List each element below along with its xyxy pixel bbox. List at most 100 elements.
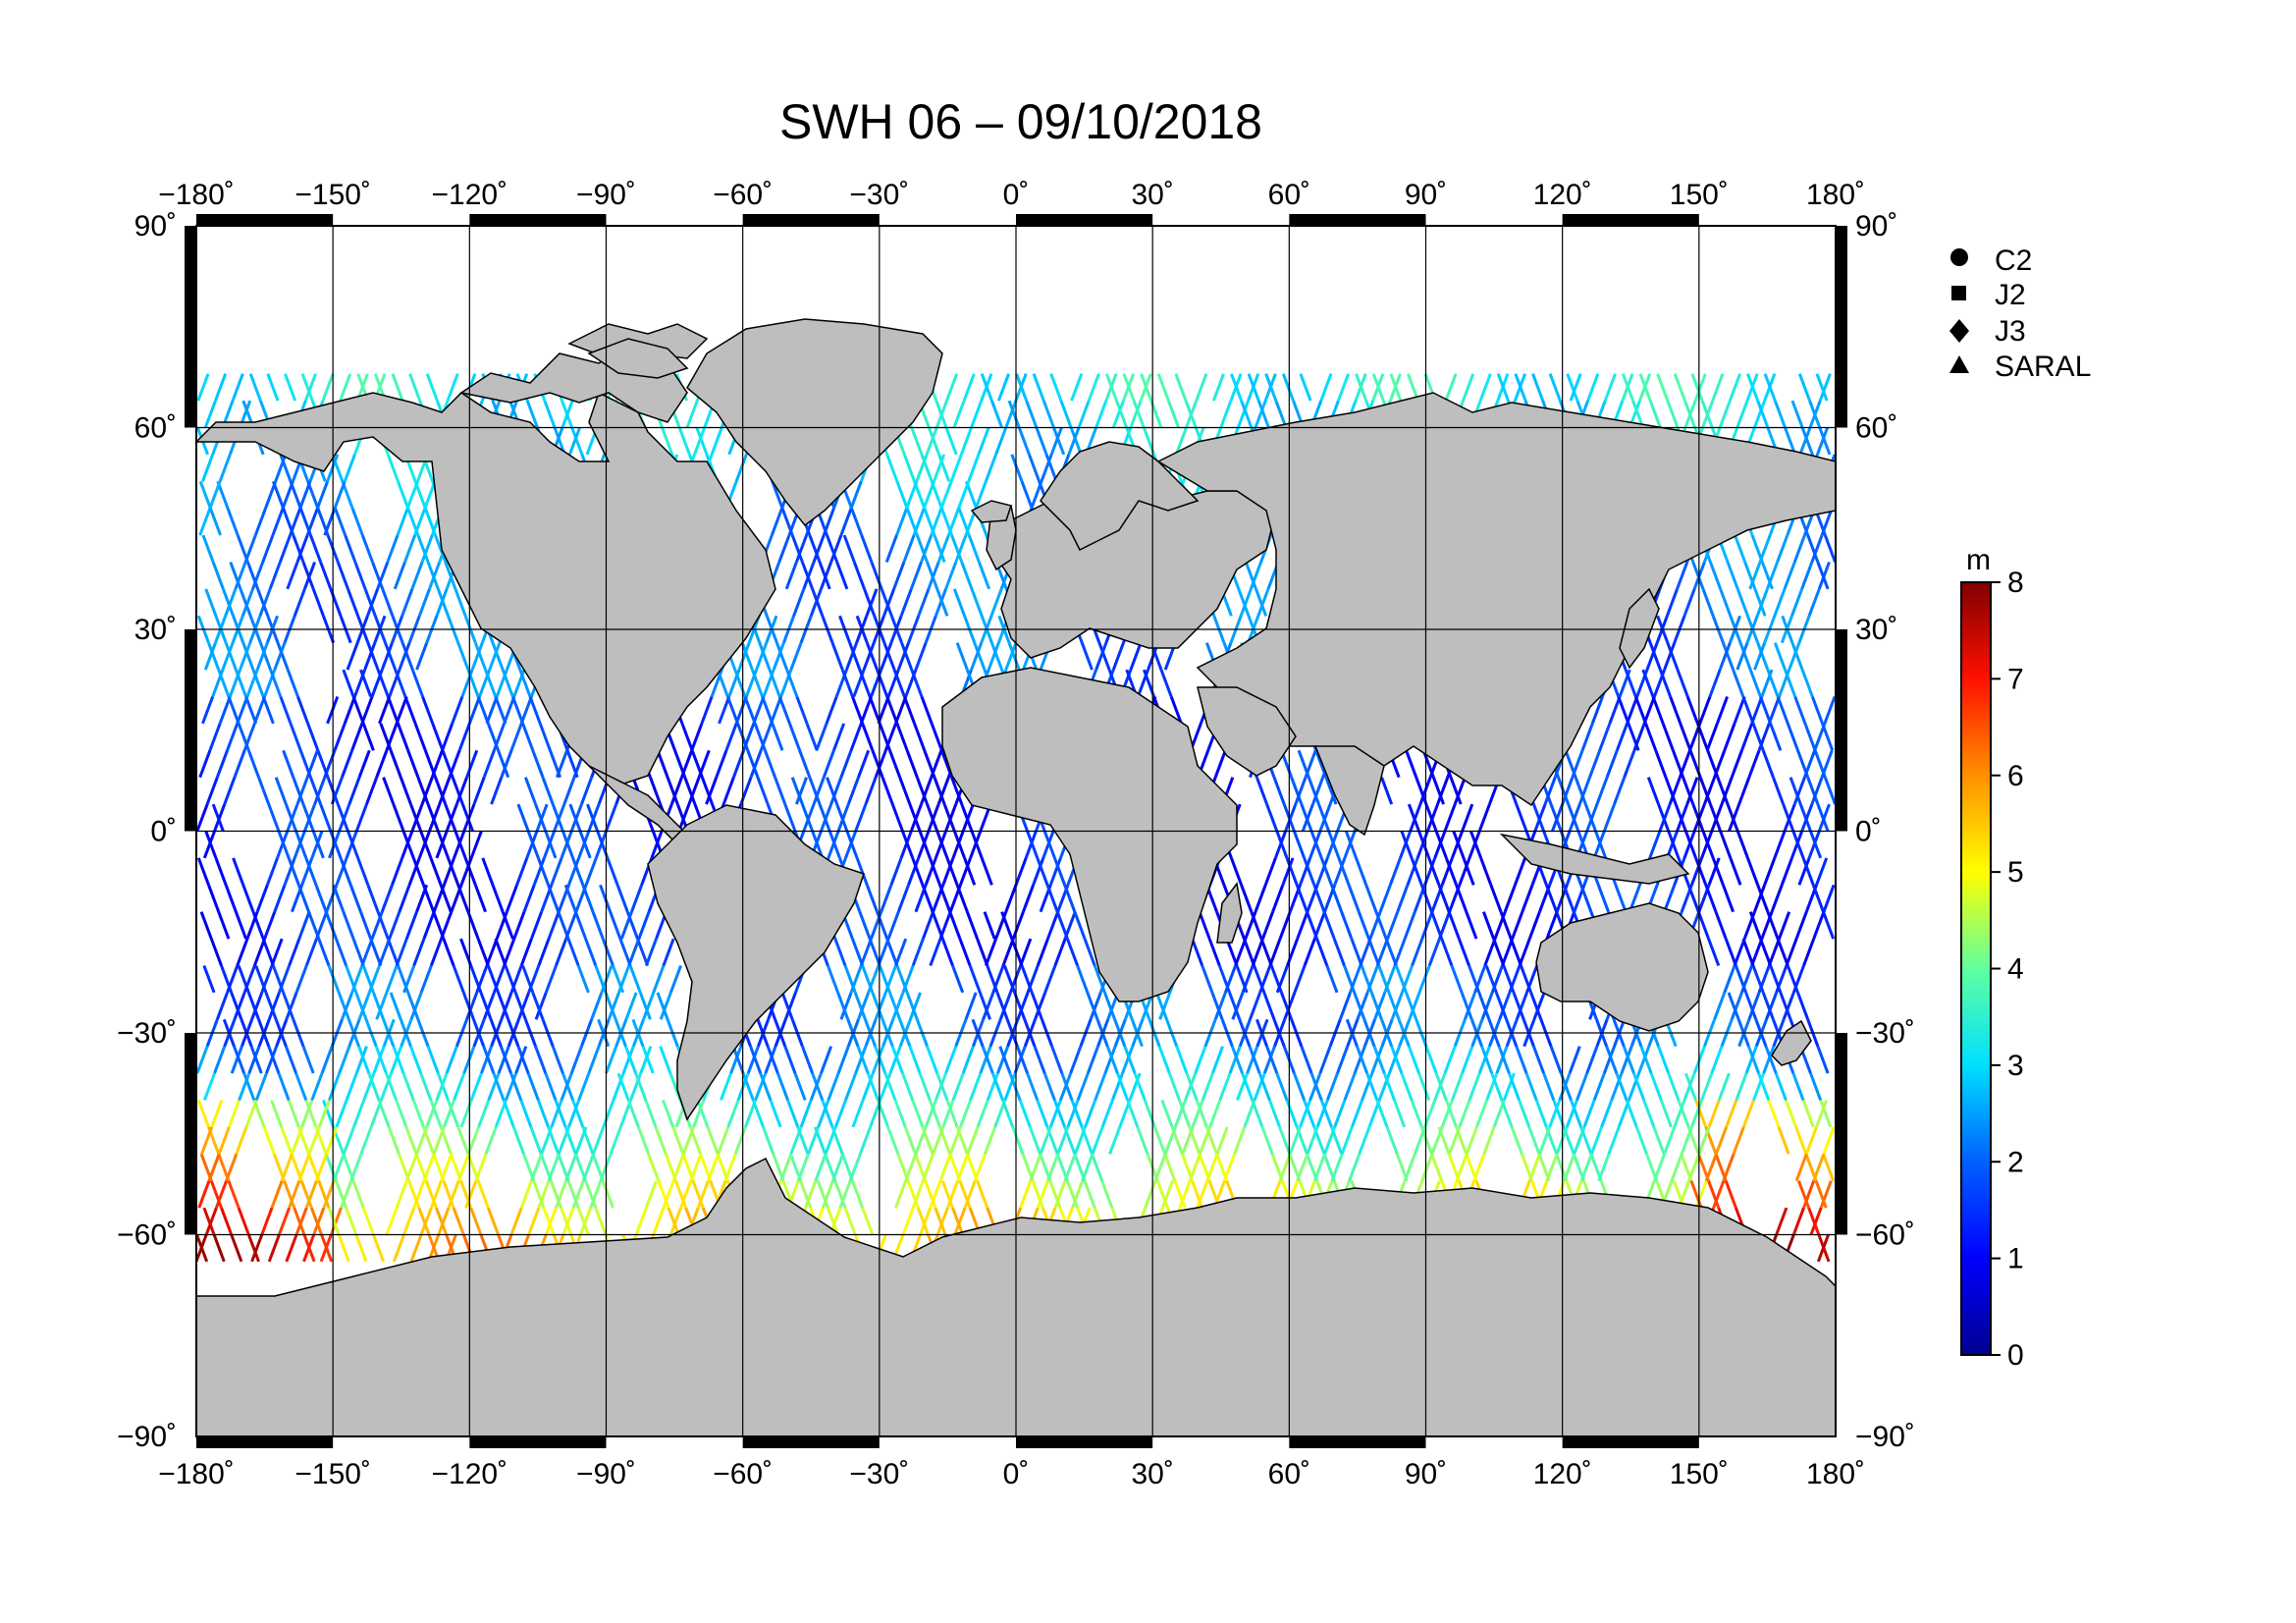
track-segment xyxy=(1278,911,1292,940)
track-segment xyxy=(274,454,288,482)
track-segment xyxy=(491,884,505,913)
track-segment xyxy=(414,1153,428,1182)
map-title: SWH 06 – 09/10/2018 xyxy=(779,94,1262,149)
track-segment xyxy=(320,1233,334,1263)
track-segment xyxy=(1303,938,1316,967)
track-segment xyxy=(654,1126,667,1155)
track-segment xyxy=(1790,642,1804,671)
track-segment xyxy=(1173,1180,1187,1209)
track-segment xyxy=(569,1046,583,1074)
track-segment xyxy=(431,723,445,751)
track-segment xyxy=(317,1099,331,1128)
track-segment xyxy=(415,1126,429,1155)
track-segment xyxy=(499,1046,512,1074)
track-segment xyxy=(1746,373,1760,402)
track-segment xyxy=(668,1207,682,1236)
track-segment xyxy=(1265,1046,1279,1074)
track-segment xyxy=(1757,964,1771,994)
track-segment xyxy=(1263,857,1277,886)
track-segment xyxy=(1249,992,1262,1020)
track-segment xyxy=(207,642,221,671)
track-segment xyxy=(447,1180,460,1209)
track-segment xyxy=(1400,964,1414,994)
track-segment xyxy=(250,1233,264,1263)
track-segment xyxy=(858,1126,872,1155)
track-segment xyxy=(1710,803,1724,833)
track-segment xyxy=(1715,1126,1729,1155)
track-segment xyxy=(1356,992,1369,1020)
track-segment xyxy=(1350,938,1363,967)
lon-tick-label: −60˚ xyxy=(713,1458,773,1490)
track-segment xyxy=(1066,1099,1080,1128)
track-segment xyxy=(509,1072,523,1102)
track-segment xyxy=(1701,400,1715,429)
track-segment xyxy=(1705,723,1719,751)
track-segment xyxy=(360,695,374,725)
track-segment xyxy=(412,938,426,967)
track-segment xyxy=(944,803,958,833)
track-segment xyxy=(284,373,297,402)
track-segment xyxy=(641,1046,655,1074)
track-segment xyxy=(1683,400,1697,429)
track-segment xyxy=(451,777,464,805)
track-segment xyxy=(944,426,958,456)
track-segment xyxy=(312,1207,326,1236)
track-segment xyxy=(1411,938,1424,967)
track-segment xyxy=(1766,561,1780,590)
track-segment xyxy=(1490,1072,1504,1102)
track-segment xyxy=(1083,1180,1096,1209)
track-segment xyxy=(1595,777,1609,805)
track-segment xyxy=(286,561,299,590)
track-segment xyxy=(935,830,949,859)
track-segment xyxy=(926,1046,939,1074)
track-segment xyxy=(354,803,368,833)
track-segment xyxy=(1419,884,1433,913)
track-segment xyxy=(292,534,305,564)
track-segment xyxy=(263,911,277,940)
track-segment xyxy=(1819,1180,1833,1209)
track-segment xyxy=(860,534,874,564)
track-segment xyxy=(1680,1153,1693,1182)
track-segment xyxy=(196,373,210,402)
track-segment xyxy=(952,400,966,429)
track-segment xyxy=(1807,1207,1821,1236)
track-segment xyxy=(1794,1153,1808,1182)
track-segment xyxy=(417,1207,431,1236)
track-segment xyxy=(777,695,791,725)
track-segment xyxy=(370,911,384,940)
track-segment xyxy=(1769,723,1783,751)
track-segment xyxy=(856,1046,870,1074)
track-segment xyxy=(846,777,860,805)
track-segment xyxy=(551,1046,564,1074)
track-segment xyxy=(329,588,343,617)
track-segment xyxy=(1714,1153,1728,1182)
track-segment xyxy=(895,480,909,510)
track-segment xyxy=(333,723,347,751)
track-segment xyxy=(1494,992,1509,1020)
track-segment xyxy=(306,723,320,751)
track-segment xyxy=(196,857,210,886)
track-segment xyxy=(1750,938,1764,967)
track-segment xyxy=(207,884,221,913)
track-segment xyxy=(950,777,964,805)
track-segment xyxy=(265,1046,279,1074)
track-segment xyxy=(1228,1046,1242,1074)
track-segment xyxy=(1818,426,1832,456)
track-segment xyxy=(1236,400,1250,429)
track-segment xyxy=(425,1099,439,1128)
track-segment xyxy=(282,508,295,536)
track-segment xyxy=(945,373,959,402)
track-segment xyxy=(960,561,974,590)
track-segment xyxy=(1565,1099,1578,1128)
track-segment xyxy=(1251,1099,1264,1128)
track-segment xyxy=(629,1072,643,1102)
track-segment xyxy=(839,992,853,1020)
track-segment xyxy=(1696,1153,1710,1182)
track-segment xyxy=(300,1099,314,1128)
track-segment xyxy=(1264,373,1278,402)
track-segment xyxy=(1440,1099,1454,1128)
track-segment xyxy=(1034,992,1047,1020)
track-segment xyxy=(297,911,311,940)
track-segment xyxy=(984,938,997,967)
track-segment xyxy=(1258,964,1272,994)
